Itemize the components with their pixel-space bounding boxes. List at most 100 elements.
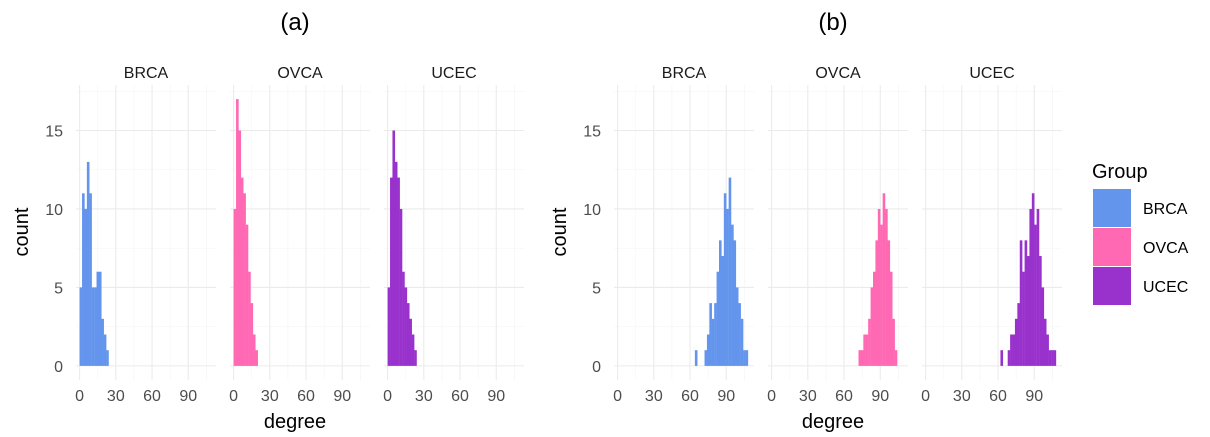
histogram-bar-ucec <box>411 334 415 366</box>
histogram-bar-ovca <box>868 318 871 366</box>
histogram-bar-ucec <box>404 287 408 366</box>
histogram-bar-ovca <box>875 240 879 366</box>
histogram-bar-brca <box>706 334 710 366</box>
histogram-bar-brca <box>714 303 717 366</box>
histogram-bar-ucec <box>406 303 410 366</box>
histogram-bar-ucec <box>1014 318 1018 366</box>
histogram-bar-brca <box>79 287 83 366</box>
histogram-bar-brca <box>94 287 97 366</box>
histogram-bar-ucec <box>394 161 398 366</box>
histogram-bar-ovca <box>238 130 242 366</box>
x-tick-label: 60 <box>451 388 469 405</box>
histogram-bar-ucec <box>1000 350 1004 366</box>
histogram-bar-ucec <box>1031 193 1035 366</box>
histogram-bar-brca <box>96 271 100 366</box>
x-tick-label: 0 <box>229 388 238 405</box>
histogram-bar-ucec <box>1034 224 1037 366</box>
histogram-bar-ucec <box>1010 334 1013 366</box>
panel-a: (a) count degree <box>11 9 326 433</box>
facet-strip-label-ucec: UCEC <box>431 65 476 82</box>
histogram-bar-ovca <box>248 271 251 366</box>
histogram-bar-brca <box>745 350 749 366</box>
panel-b: (b) count degree <box>549 9 864 433</box>
histogram-bar-brca <box>103 334 107 366</box>
x-tick-label: 30 <box>261 388 279 405</box>
histogram-bar-brca <box>101 318 104 366</box>
x-tick-label: 60 <box>681 388 699 405</box>
x-tick-label: 60 <box>143 388 161 405</box>
x-tick-label: 30 <box>645 388 663 405</box>
legend-swatch-ucec <box>1093 267 1131 305</box>
histogram-bar-brca <box>694 350 698 366</box>
histogram-bar-ovca <box>858 350 862 366</box>
histogram-bar-ovca <box>243 193 246 366</box>
histogram-bar-brca <box>711 318 715 366</box>
x-tick-label: 0 <box>613 388 622 405</box>
panel-a-y-tick-label: 0 <box>54 359 63 376</box>
histogram-bar-brca <box>735 287 739 366</box>
histogram-bar-ovca <box>870 287 874 366</box>
panel-a-x-axis-title: degree <box>264 411 326 433</box>
histogram-bar-ovca <box>245 224 249 366</box>
histogram-bar-ucec <box>1019 240 1023 366</box>
histogram-bar-brca <box>723 193 727 366</box>
facet-strip-label-ucec: UCEC <box>969 65 1014 82</box>
histogram-bar-ovca <box>880 224 883 366</box>
histogram-bar-ucec <box>1041 287 1045 366</box>
histogram-bar-ucec <box>1017 303 1020 366</box>
x-tick-label: 30 <box>107 388 125 405</box>
legend-label-ucec: UCEC <box>1143 279 1188 296</box>
panel-b-y-tick-label: 0 <box>592 359 601 376</box>
x-tick-label: 0 <box>75 388 84 405</box>
legend-swatch-brca <box>1093 189 1131 227</box>
facet-strip-label-ovca: OVCA <box>815 65 861 82</box>
panel-a-facet-brca: BRCA 0 30 60 90 <box>75 65 216 405</box>
panel-a-y-tick-label: 15 <box>45 124 63 141</box>
histogram-bar-brca <box>716 271 720 366</box>
panel-a-y-tick-label: 10 <box>45 202 63 219</box>
x-tick-label: 30 <box>415 388 433 405</box>
histogram-bar-ucec <box>1051 350 1054 366</box>
histogram-bar-ovca <box>894 350 898 366</box>
histogram-bar-ovca <box>877 208 881 366</box>
x-tick-label: 0 <box>383 388 392 405</box>
facet-strip-label-ovca: OVCA <box>277 65 323 82</box>
histogram-bar-brca <box>98 271 102 366</box>
histogram-bar-ucec <box>1029 208 1033 366</box>
histogram-bar-ovca <box>233 208 237 366</box>
histogram-bar-ucec <box>387 287 391 366</box>
x-tick-label: 60 <box>297 388 315 405</box>
x-tick-label: 90 <box>1025 388 1043 405</box>
panel-b-title: (b) <box>818 9 847 36</box>
histogram-bar-ucec <box>1027 256 1030 366</box>
legend-item-ucec: UCEC <box>1093 267 1188 305</box>
x-tick-label: 0 <box>767 388 776 405</box>
legend-swatch-ovca <box>1093 228 1131 266</box>
panel-b-facet-brca: BRCA 0 30 60 90 <box>613 65 754 405</box>
histogram-bar-ucec <box>1048 350 1052 366</box>
histogram-bar-ucec <box>1039 256 1042 366</box>
histogram-bar-ovca <box>250 303 254 366</box>
x-tick-label: 30 <box>799 388 817 405</box>
histogram-bar-ovca <box>873 271 876 366</box>
histogram-bar-brca <box>733 240 737 366</box>
histogram-bar-ovca <box>889 271 893 366</box>
panel-a-facet-ucec: UCEC 0 30 60 90 <box>383 65 524 405</box>
legend-title: Group <box>1092 161 1148 183</box>
legend: Group BRCA OVCA UCEC <box>1092 161 1189 305</box>
histogram-bar-ucec <box>1022 271 1025 366</box>
histogram-bar-brca <box>719 240 722 366</box>
histogram-bar-ucec <box>409 318 412 366</box>
histogram-bar-ovca <box>236 99 239 366</box>
panel-b-plot-area: 0 5 10 15 BRCA 0 30 60 90 OVCA 0 30 60 90 UCEC 0 30 60 90 <box>583 65 1062 405</box>
panel-a-title: (a) <box>280 9 309 36</box>
histogram-bar-brca <box>91 287 95 366</box>
histogram-bar-brca <box>709 303 712 366</box>
panel-b-y-tick-label: 10 <box>583 202 601 219</box>
histogram-bar-ucec <box>1024 240 1028 366</box>
histogram-bar-ovca <box>860 350 864 366</box>
x-tick-label: 90 <box>487 388 505 405</box>
histogram-bar-brca <box>740 318 744 366</box>
panel-b-y-tick-label: 15 <box>583 124 601 141</box>
histogram-bar-ucec <box>397 177 400 366</box>
